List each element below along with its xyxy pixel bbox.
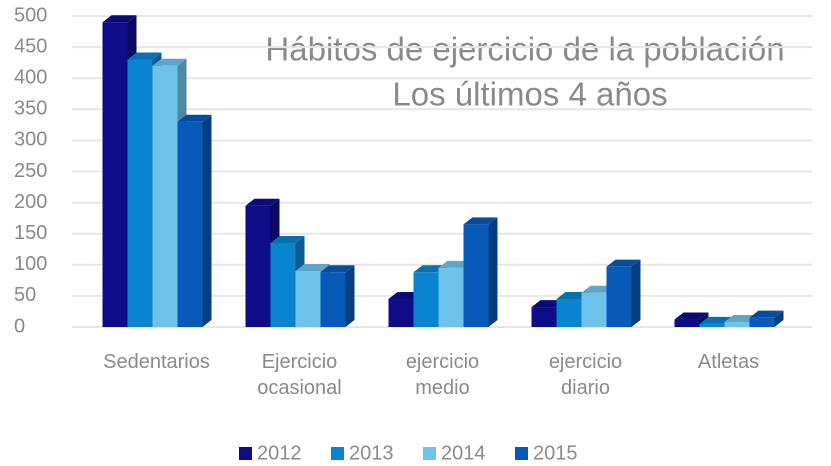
legend-label: 2012 (257, 442, 302, 464)
legend-swatch (515, 447, 528, 460)
chart-title: Hábitos de ejercicio de la población (265, 31, 784, 68)
y-tick-label: 500 (14, 4, 47, 26)
bar-top (102, 15, 137, 23)
bar-top (295, 264, 330, 272)
bar (413, 272, 439, 327)
bar-top (606, 259, 641, 267)
y-tick-label: 300 (14, 129, 47, 151)
y-tick-label: 350 (14, 98, 47, 120)
bar (152, 65, 178, 327)
bar (320, 272, 346, 327)
y-tick-label: 450 (14, 35, 47, 57)
bar (556, 299, 582, 327)
y-tick-label: 400 (14, 66, 47, 88)
bar-side (774, 310, 784, 327)
y-tick-label: 0 (14, 315, 25, 337)
bar-top (270, 236, 305, 244)
x-tick-label: Ejercicio ocasional (257, 351, 342, 399)
bar (388, 299, 414, 327)
bar (581, 292, 607, 327)
bar-top (152, 58, 187, 66)
legend-swatch (423, 447, 436, 460)
bar (127, 59, 153, 327)
bar (606, 266, 632, 327)
chart-subtitle: Los últimos 4 años (392, 76, 667, 113)
bar (749, 317, 775, 327)
bar (295, 271, 321, 327)
bar (699, 323, 725, 327)
y-tick-label: 250 (14, 160, 47, 182)
y-tick-label: 100 (14, 253, 47, 275)
x-tick-label: ejercicio medio (405, 351, 480, 399)
bar-top (177, 114, 212, 122)
x-tick-label: Atletas (697, 351, 760, 373)
x-tick-label: Sedentarios (103, 351, 210, 373)
bar-side (631, 259, 641, 327)
bar-top (674, 312, 709, 320)
bar (245, 205, 271, 327)
legend-swatch (331, 447, 344, 460)
bar-top (245, 198, 280, 206)
legend-label: 2014 (441, 442, 486, 464)
bar (270, 243, 296, 327)
y-tick-label: 200 (14, 191, 47, 213)
bar-top (320, 265, 355, 273)
bar (177, 121, 203, 328)
bar (438, 267, 464, 327)
bar-side (202, 114, 212, 328)
y-tick-label: 150 (14, 222, 47, 244)
bar-side (488, 217, 498, 327)
bar-top (463, 217, 498, 225)
bar-top (749, 310, 784, 318)
legend-label: 2013 (349, 442, 394, 464)
bar (463, 224, 489, 327)
bar (724, 322, 750, 327)
bar (674, 319, 700, 327)
x-tick-label: ejercicio diario (548, 351, 623, 399)
legend-swatch (239, 447, 252, 460)
y-tick-label: 50 (14, 284, 36, 306)
legend-label: 2015 (533, 442, 578, 464)
bar (531, 307, 557, 327)
bar (102, 22, 128, 327)
bar-top (127, 52, 162, 60)
bar-side (345, 265, 355, 327)
